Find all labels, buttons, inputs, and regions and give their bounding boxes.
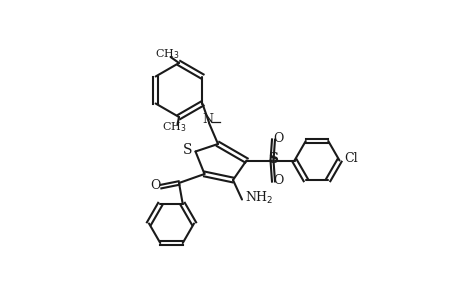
Text: O: O <box>150 178 161 192</box>
Text: CH$_3$: CH$_3$ <box>162 121 186 134</box>
Text: Cl: Cl <box>343 152 357 166</box>
Text: CH$_3$: CH$_3$ <box>154 47 179 61</box>
Text: NH$_2$: NH$_2$ <box>245 190 273 206</box>
Text: O: O <box>273 131 284 145</box>
Text: S: S <box>183 143 192 157</box>
Text: O: O <box>273 173 284 187</box>
Text: N: N <box>202 113 213 126</box>
Text: S: S <box>268 152 278 166</box>
